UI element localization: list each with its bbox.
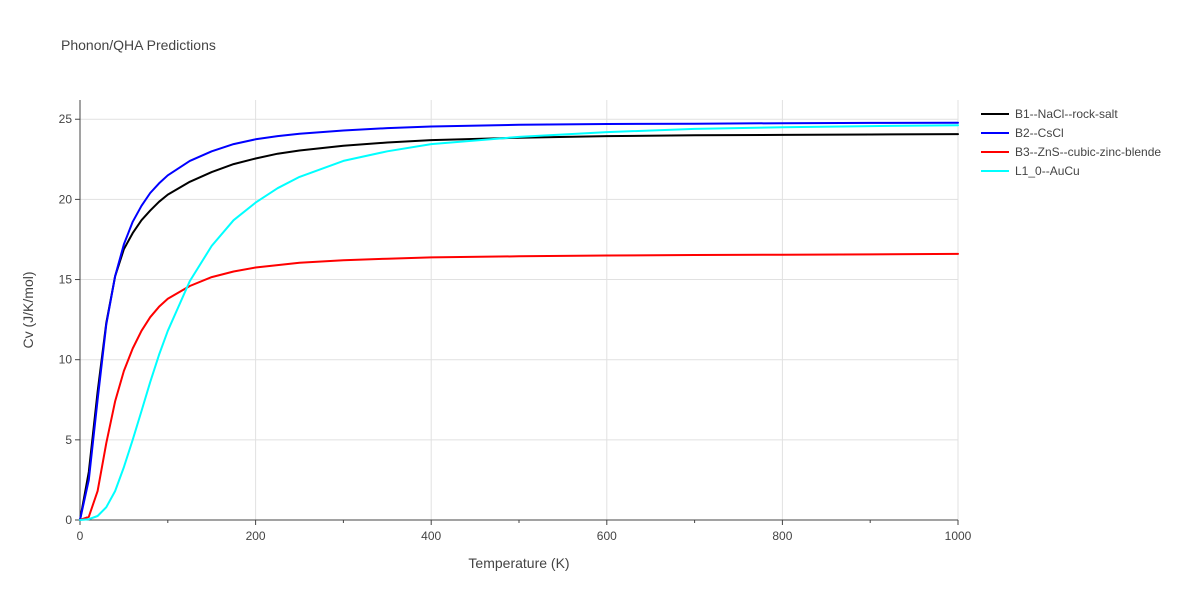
legend-label: B3--ZnS--cubic-zinc-blende — [1015, 145, 1161, 159]
legend-item[interactable]: L1_0--AuCu — [981, 164, 1080, 178]
x-tick-label: 600 — [597, 529, 617, 543]
y-tick-label: 5 — [65, 433, 72, 447]
y-tick-label: 20 — [59, 192, 73, 206]
y-tick-label: 25 — [59, 112, 73, 126]
legend[interactable]: B1--NaCl--rock-salt B2--CsCl B3--ZnS--cubi… — [981, 107, 1161, 178]
legend-item[interactable]: B2--CsCl — [981, 126, 1064, 140]
legend-label: B2--CsCl — [1015, 126, 1064, 140]
y-axis-label: Cv (J/K/mol) — [20, 272, 36, 349]
ticks: 0 200 400 600 800 1000 0 5 10 15 20 25 — [59, 112, 972, 543]
legend-item[interactable]: B3--ZnS--cubic-zinc-blende — [981, 145, 1161, 159]
series-line-B3--ZnS--cubic-zinc-blende — [79, 252, 959, 521]
x-axis-label: Temperature (K) — [468, 555, 569, 571]
series-line-B2--CsCl — [79, 121, 959, 521]
x-tick-label: 0 — [77, 529, 84, 543]
legend-label: B1--NaCl--rock-salt — [1015, 107, 1118, 121]
x-tick-label: 200 — [246, 529, 266, 543]
legend-label: L1_0--AuCu — [1015, 164, 1080, 178]
series-line-L1_0--AuCu — [79, 124, 959, 521]
y-tick-label: 0 — [65, 513, 72, 527]
axes — [79, 100, 958, 521]
chart-title: Phonon/QHA Predictions — [61, 37, 216, 53]
grid — [80, 100, 959, 520]
x-tick-label: 1000 — [945, 529, 972, 543]
x-tick-label: 400 — [421, 529, 441, 543]
x-tick-label: 800 — [772, 529, 792, 543]
y-tick-label: 15 — [59, 273, 73, 287]
legend-item[interactable]: B1--NaCl--rock-salt — [981, 107, 1118, 121]
series-lines — [79, 121, 959, 521]
series-line-B1--NaCl--rock-salt — [79, 133, 959, 521]
y-tick-label: 10 — [59, 353, 73, 367]
